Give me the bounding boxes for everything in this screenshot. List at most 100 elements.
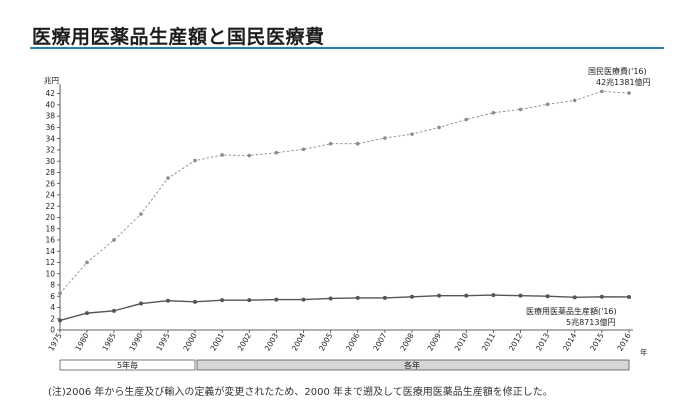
y-tick-label: 8 [50, 281, 55, 290]
production-point [112, 308, 116, 313]
y-tick-label: 36 [45, 123, 55, 132]
expenditure-point [410, 132, 414, 136]
period-bands: 5年毎 各年 [59, 359, 630, 371]
y-tick-label: 28 [45, 168, 55, 177]
y-tick-label: 12 [45, 258, 55, 267]
production-point [491, 293, 496, 298]
expenditure-series-line [59, 90, 630, 294]
production-point [58, 318, 62, 323]
production-point [410, 294, 414, 299]
production-point [166, 298, 170, 303]
chart-title: 医療用医薬品生産額と国民医療費 [32, 26, 325, 48]
expenditure-point [572, 98, 577, 103]
expenditure-point [518, 107, 523, 112]
x-tick-label: 2016 [615, 331, 632, 352]
production-point [572, 295, 577, 300]
production-point [193, 299, 197, 304]
expenditure-point [112, 238, 116, 242]
production-annotation-value: 5兆8713億円 [566, 317, 615, 327]
y-tick-label: 24 [45, 191, 55, 200]
x-tick-label: 1990 [127, 331, 144, 352]
expenditure-point [383, 136, 387, 140]
production-point [355, 295, 360, 300]
x-tick-label: 1980 [73, 331, 90, 352]
production-point [382, 295, 387, 300]
production-point [328, 296, 333, 301]
y-tick-label: 40 [45, 100, 55, 109]
expenditure-point [166, 176, 170, 180]
x-tick-label: 1985 [100, 331, 117, 352]
expenditure-annotation-name: 国民医療費('16) [588, 66, 647, 76]
axes [59, 84, 633, 331]
band-annual-label: 各年 [404, 360, 420, 370]
y-tick-label: 2 [50, 314, 55, 323]
expenditure-annotation-value: 42兆1381億円 [596, 77, 651, 87]
y-tick-label: 4 [50, 303, 55, 312]
production-point [274, 297, 279, 302]
y-tick-label: 32 [45, 146, 55, 155]
x-tick-label: 2008 [398, 331, 415, 352]
expenditure-point [193, 158, 197, 163]
expenditure-point [220, 153, 224, 157]
x-tick-label: 2012 [507, 331, 524, 352]
y-tick-label: 0 [50, 326, 55, 335]
x-tick-label: 2006 [344, 331, 361, 352]
expenditure-point [301, 147, 306, 152]
production-point [220, 298, 225, 303]
expenditure-point [328, 141, 333, 146]
production-series-line [59, 294, 630, 322]
footnote: (注)2006 年から生産及び輸入の定義が変更されたため、2000 年まで遡及し… [48, 387, 553, 398]
expenditure-point [627, 91, 631, 95]
x-tick-label: 2015 [588, 331, 605, 352]
production-point [545, 294, 550, 299]
y-tick-label: 42 [45, 89, 55, 98]
expenditure-point [139, 212, 143, 216]
x-axis-unit-label: 年 [640, 347, 648, 357]
y-tick-label: 22 [45, 202, 55, 211]
y-tick-label: 20 [45, 213, 55, 222]
production-point [247, 298, 252, 303]
y-tick-label: 10 [45, 269, 55, 278]
x-tick-label: 2011 [480, 331, 497, 352]
production-point [464, 293, 469, 298]
y-tick-label: 16 [45, 236, 55, 245]
y-tick-label: 38 [45, 112, 55, 121]
x-tick-label: 2002 [236, 331, 253, 352]
x-tick-label: 2001 [209, 331, 226, 352]
y-tick-label: 30 [45, 157, 55, 166]
expenditure-point [491, 110, 496, 115]
band-five-year-label: 5年毎 [117, 360, 138, 370]
expenditure-point [247, 153, 252, 158]
x-tick-label: 2014 [561, 331, 578, 352]
production-point [599, 294, 604, 299]
title-underline [30, 47, 664, 49]
band-annual [196, 359, 630, 371]
production-point [139, 301, 143, 306]
y-tick-label: 26 [45, 179, 55, 188]
x-tick-label: 2013 [534, 331, 551, 352]
x-tick-label: 2000 [181, 331, 198, 352]
line-chart: 024681012141618202224262830323436384042 … [44, 66, 651, 371]
expenditure-point [600, 89, 604, 94]
production-point [85, 311, 89, 316]
x-tick-label: 2004 [290, 331, 307, 352]
x-tick-label: 2009 [426, 331, 443, 352]
y-axis-unit-label: 兆円 [44, 75, 59, 85]
expenditure-point [545, 102, 550, 107]
series-group [58, 89, 631, 323]
x-tick-label: 2005 [317, 331, 334, 352]
y-tick-label: 6 [50, 292, 55, 301]
expenditure-point [85, 260, 89, 265]
production-point [518, 293, 523, 298]
production-point [301, 297, 306, 302]
production-annotation-name: 医療用医薬品生産額('16) [526, 306, 617, 316]
x-tick-label: 2003 [263, 331, 280, 352]
expenditure-point [274, 150, 279, 155]
x-tick-label: 2007 [371, 331, 388, 352]
expenditure-point [355, 141, 360, 146]
x-tick-label: 1995 [154, 331, 171, 352]
production-point [627, 294, 631, 299]
x-tick-label: 2010 [453, 331, 470, 352]
x-ticks: 1975 1980 1985 1990 1995 2000 2001 2002 2003 2004… [46, 330, 633, 353]
